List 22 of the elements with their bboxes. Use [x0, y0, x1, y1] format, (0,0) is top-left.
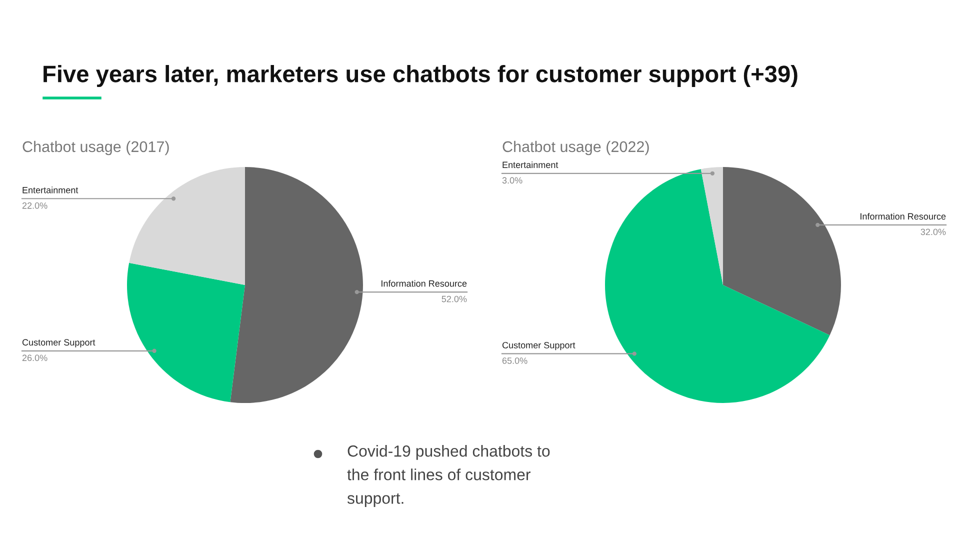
pie-slice — [723, 167, 841, 336]
pie-slice — [230, 167, 363, 403]
text: Covid-19 pushed chatbots to the front lines of customer support. — [347, 445, 550, 508]
data-label: 65.0% — [502, 357, 528, 364]
chart-title: Chatbot usage (2017) — [22, 140, 169, 156]
slice-label: Entertainment — [502, 161, 558, 168]
chart-title: Chatbot usage (2022) — [502, 140, 649, 156]
text: Five years later, marketers use chatbots for customer support (+39) — [44, 64, 798, 88]
pie-slice — [127, 262, 245, 402]
data-label: 3.0% — [502, 177, 522, 184]
data-label: 26.0% — [22, 354, 48, 362]
data-label: 22.0% — [22, 202, 48, 209]
pie-slice — [700, 167, 723, 285]
pie-slice — [605, 169, 830, 403]
pie-slice — [129, 167, 245, 285]
data-label: 52.0% — [442, 296, 467, 302]
data-label: 32.0% — [920, 228, 946, 236]
slice-label: Information Resource — [860, 212, 946, 220]
slice-label: Entertainment — [22, 186, 78, 194]
slice-label: Customer Support — [502, 342, 576, 350]
slice-label: Information Resource — [382, 280, 467, 287]
slice-label: Customer Support — [22, 339, 96, 348]
